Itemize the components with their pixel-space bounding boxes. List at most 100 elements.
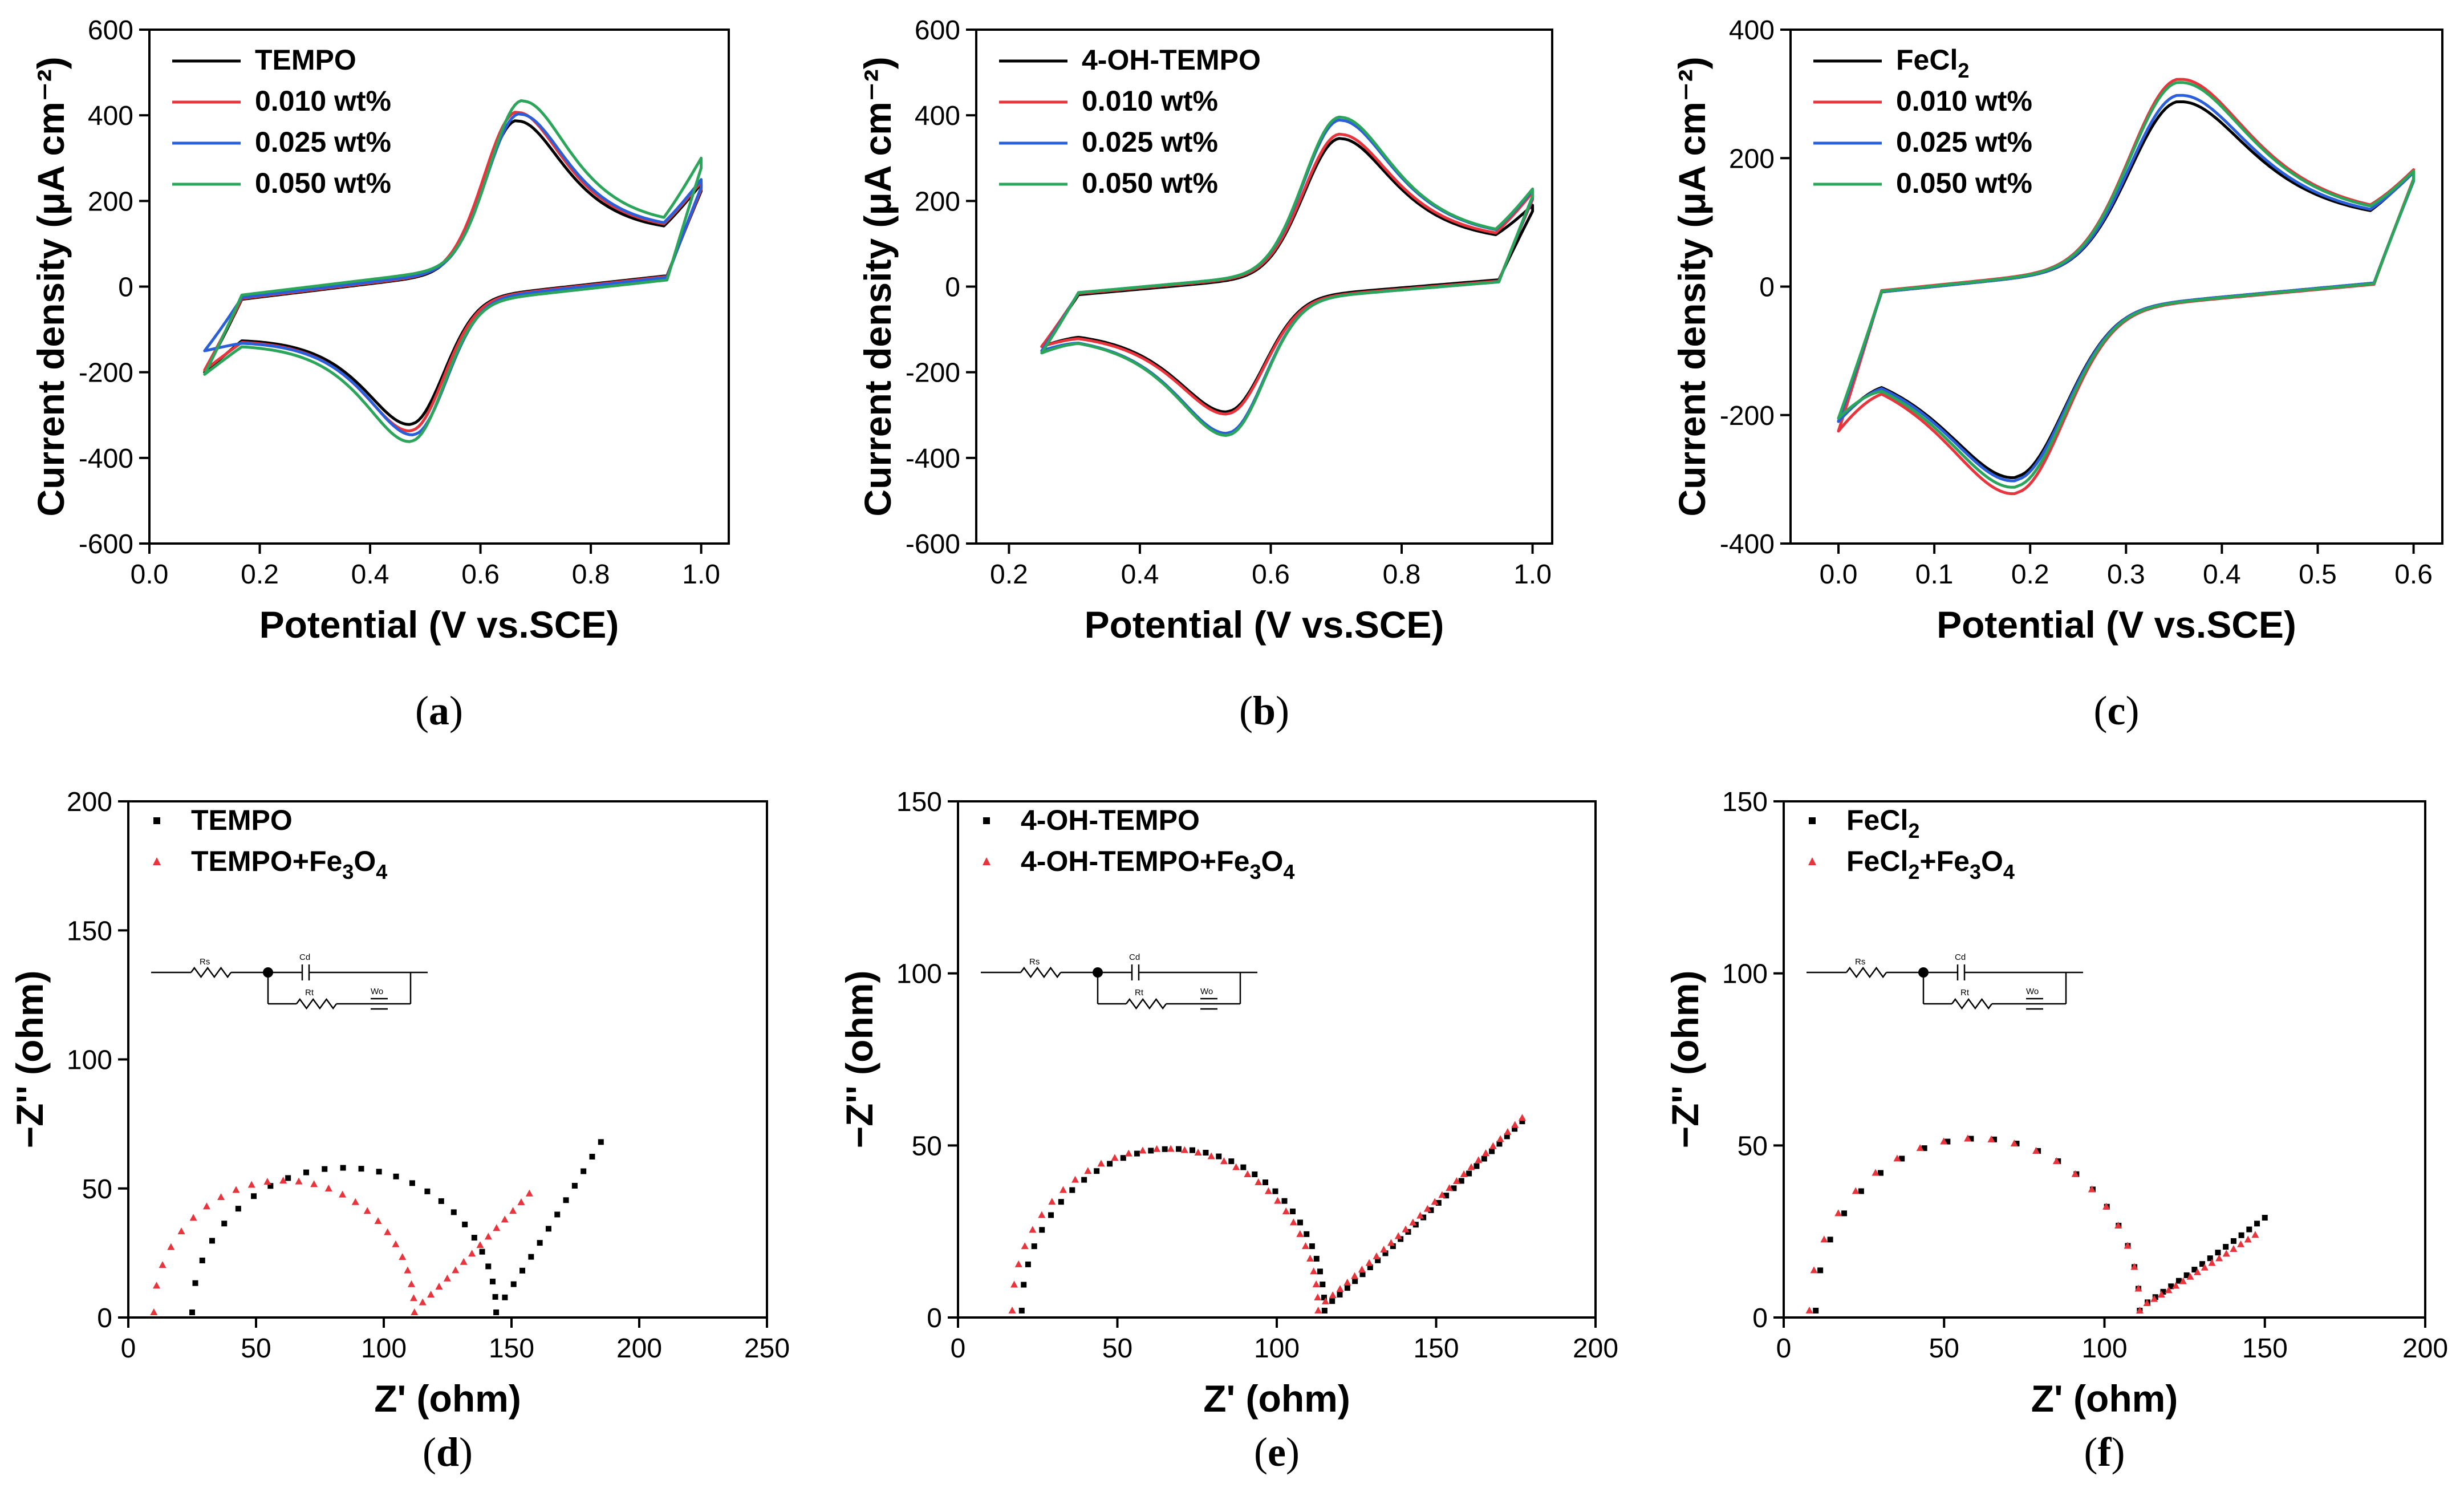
plot-frame	[1789, 29, 2443, 545]
data-point	[1244, 1170, 1252, 1177]
data-point	[519, 1267, 526, 1274]
x-tick-label: 50	[241, 1333, 271, 1364]
data-point	[1390, 1243, 1396, 1249]
data-point	[2157, 1291, 2165, 1298]
data-point	[476, 1241, 484, 1248]
data-point	[1329, 1291, 1337, 1299]
data-point	[1039, 1227, 1045, 1233]
data-point	[2102, 1202, 2110, 1210]
data-point	[1018, 1307, 1025, 1314]
legend-text-part: TEMPO+Fe	[191, 845, 342, 877]
data-point	[150, 1308, 158, 1315]
legend-entry: 0.025 wt%	[1082, 126, 1218, 158]
data-point	[492, 1294, 498, 1300]
panel-label-letter: d	[436, 1429, 459, 1475]
data-point	[235, 1206, 241, 1212]
data-point	[1038, 1211, 1046, 1218]
data-point	[493, 1224, 501, 1231]
data-point	[554, 1211, 561, 1218]
x-tick-label: 150	[1413, 1333, 1459, 1364]
data-point	[517, 1198, 525, 1206]
data-point	[1094, 1168, 1100, 1174]
x-axis-title: Potential (V vs.SCE)	[1937, 603, 2296, 646]
cv-curve-0-050-wt-	[1837, 81, 2416, 489]
data-point	[479, 1248, 485, 1255]
data-point	[409, 1180, 415, 1186]
data-point	[1387, 1239, 1395, 1246]
data-point	[563, 1197, 569, 1203]
y-tick-label: -600	[79, 529, 133, 560]
data-point	[1314, 1306, 1322, 1314]
data-point	[1281, 1198, 1288, 1204]
data-point	[2238, 1232, 2244, 1238]
data-point	[2032, 1146, 2040, 1154]
legend-text-part: 0.050 wt%	[1896, 167, 2032, 199]
data-point	[2134, 1284, 2142, 1292]
data-point	[2183, 1272, 2190, 1278]
legend-text-part: +Fe	[1919, 845, 1970, 877]
data-point	[1343, 1278, 1351, 1286]
x-tick-label: 0.4	[351, 560, 389, 590]
x-tick-label: 0	[121, 1333, 136, 1364]
data-point	[393, 1173, 399, 1179]
data-point	[2168, 1283, 2174, 1290]
data-point	[232, 1186, 240, 1193]
data-point	[409, 1294, 417, 1302]
resistor-symbol	[1951, 998, 1993, 1010]
data-point	[1029, 1226, 1037, 1233]
circuit-label: Wo	[1200, 987, 1213, 996]
data-point	[1264, 1187, 1272, 1194]
legend-subscript: 2	[1958, 59, 1969, 82]
data-point	[202, 1202, 210, 1210]
circuit-label: Wo	[371, 987, 383, 996]
data-point	[581, 1168, 587, 1174]
data-point	[247, 1181, 255, 1188]
data-point	[493, 1309, 500, 1315]
legend-subscript: 2	[1908, 819, 1919, 842]
y-tick-label: 150	[1722, 787, 1768, 817]
data-point	[189, 1309, 195, 1315]
data-point	[1058, 1199, 1064, 1205]
x-axis-title: Z' (ohm)	[1203, 1377, 1350, 1420]
data-point	[411, 1308, 419, 1315]
y-axis-title: Current density (μA cm⁻²)	[856, 56, 899, 516]
data-point	[1162, 1146, 1168, 1152]
data-point	[2244, 1235, 2252, 1243]
data-point	[462, 1221, 468, 1227]
data-point	[1329, 1298, 1335, 1304]
legend-text-part: TEMPO	[191, 804, 293, 836]
data-point	[340, 1165, 346, 1171]
data-point	[1167, 1145, 1175, 1152]
x-tick-label: 0.4	[1121, 560, 1159, 590]
y-tick-label: 0	[1752, 1303, 1768, 1333]
data-point	[1518, 1114, 1526, 1121]
data-point	[1380, 1246, 1388, 1253]
circuit-label: Rt	[1135, 988, 1144, 998]
data-point	[1987, 1135, 1995, 1142]
legend-text-part: 0.025 wt%	[1082, 126, 1218, 158]
legend-text-part: O	[1981, 845, 2003, 877]
data-point	[438, 1198, 444, 1204]
panel-label: (f)	[2084, 1429, 2125, 1475]
circuit-label: Rs	[200, 957, 210, 967]
legend-entry: 0.050 wt%	[1896, 167, 2032, 199]
data-point	[2199, 1261, 2206, 1267]
y-axis-title: Current density (μA cm⁻²)	[30, 56, 72, 516]
cv-curve-0-010-wt-	[203, 111, 703, 432]
panel-label-paren: )	[459, 1429, 473, 1475]
x-tick-label: 200	[2402, 1333, 2448, 1364]
data-point	[1460, 1170, 1468, 1177]
data-point	[1423, 1205, 1431, 1212]
cv-curve-0-025-wt-	[203, 112, 703, 436]
data-point	[192, 1280, 198, 1286]
data-point	[1416, 1211, 1424, 1219]
circuit-label: Cd	[1129, 952, 1140, 962]
panel-a: 0.0 0.2 0.4 0.6 0.8 1.0 -600 -400 -200 0 200 400 600…	[30, 15, 730, 733]
data-point	[1872, 1169, 1880, 1176]
legend-text-part: FeCl	[1896, 44, 1958, 76]
data-point	[484, 1233, 492, 1240]
legend-entry: TEMPO	[191, 804, 293, 836]
y-axis-title: −Z'' (ohm)	[838, 971, 880, 1149]
data-point	[1435, 1200, 1442, 1206]
legend-text-part: 0.050 wt%	[1082, 167, 1218, 199]
